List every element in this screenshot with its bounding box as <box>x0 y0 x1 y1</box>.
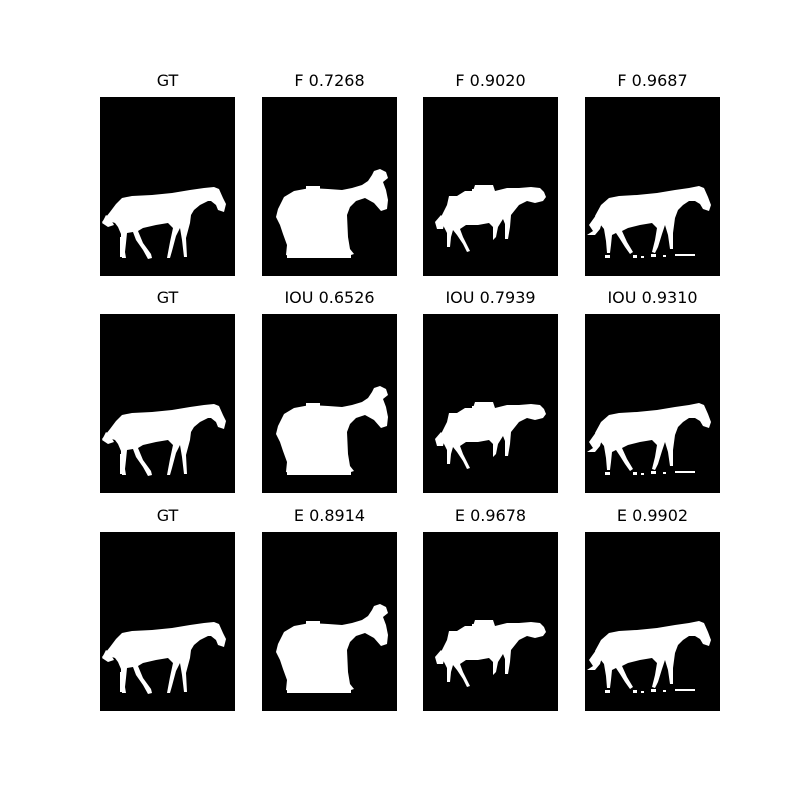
mask-image <box>100 532 235 711</box>
mask-fragment <box>663 472 666 474</box>
mask-fragment <box>472 624 478 630</box>
panel-row3-pred-2: E 0.9678 <box>423 532 558 711</box>
mask-fragment <box>605 472 610 475</box>
mask-fragment <box>120 454 123 474</box>
mask-fragment <box>605 255 610 258</box>
mask-image <box>585 532 720 711</box>
mask-fragment <box>641 256 644 258</box>
panel-row3-gt: GT <box>100 532 235 711</box>
panel-row2-gt: GT <box>100 314 235 493</box>
panel-title: IOU 0.9310 <box>545 288 760 308</box>
mask-fragment <box>287 251 351 258</box>
mask-fragment <box>485 189 490 194</box>
mask-fragment <box>605 690 610 693</box>
mask-image <box>585 97 720 276</box>
panel-row1-pred-3: F 0.9687 <box>585 97 720 276</box>
mask-image <box>423 532 558 711</box>
mask-fragment <box>287 468 351 475</box>
panel-row1-pred-2: F 0.9020 <box>423 97 558 276</box>
mask-fragment <box>306 621 320 626</box>
mask-fragment <box>120 672 123 692</box>
mask-fragment <box>651 471 656 474</box>
mask-fragment <box>651 254 656 257</box>
mask-image <box>100 314 235 493</box>
mask-fragment <box>472 189 478 195</box>
mask-fragment <box>306 186 320 191</box>
panel-row2-pred-2: IOU 0.7939 <box>423 314 558 493</box>
mask-fragment <box>633 472 637 475</box>
mask-image <box>262 314 397 493</box>
mask-image <box>262 532 397 711</box>
mask-image <box>262 97 397 276</box>
mask-fragment <box>485 624 490 629</box>
panel-title: E 0.9902 <box>545 506 760 526</box>
mask-fragment <box>287 686 351 693</box>
mask-fragment <box>120 237 123 257</box>
mask-fragment <box>651 689 656 692</box>
mask-fragment <box>485 406 490 411</box>
mask-fragment <box>633 690 637 693</box>
mask-image <box>423 314 558 493</box>
panel-row3-pred-1: E 0.8914 <box>262 532 397 711</box>
mask-fragment <box>633 255 637 258</box>
panel-row2-pred-3: IOU 0.9310 <box>585 314 720 493</box>
panel-row3-pred-3: E 0.9902 <box>585 532 720 711</box>
mask-fragment <box>641 473 644 475</box>
mask-fragment <box>472 406 478 412</box>
mask-fragment <box>675 254 695 256</box>
mask-fragment <box>641 691 644 693</box>
mask-fragment <box>306 403 320 408</box>
panel-row2-pred-1: IOU 0.6526 <box>262 314 397 493</box>
mask-image <box>423 97 558 276</box>
mask-fragment <box>675 689 695 691</box>
mask-image <box>100 97 235 276</box>
panel-row1-gt: GT <box>100 97 235 276</box>
mask-fragment <box>663 255 666 257</box>
mask-fragment <box>675 471 695 473</box>
mask-image <box>585 314 720 493</box>
panel-title: F 0.9687 <box>545 71 760 91</box>
mask-fragment <box>663 690 666 692</box>
panel-row1-pred-1: F 0.7268 <box>262 97 397 276</box>
